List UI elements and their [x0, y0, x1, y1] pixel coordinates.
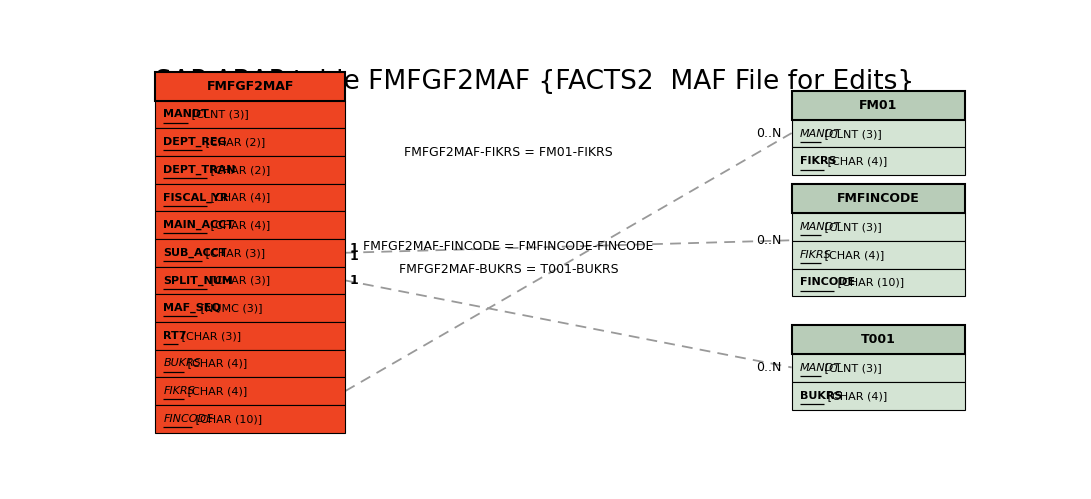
Text: DEPT_TRAN: DEPT_TRAN — [164, 165, 236, 175]
Text: FMFGF2MAF-FIKRS = FM01-FIKRS: FMFGF2MAF-FIKRS = FM01-FIKRS — [404, 146, 613, 159]
Text: FINCODE: FINCODE — [800, 277, 855, 287]
Text: [CLNT (3)]: [CLNT (3)] — [820, 363, 882, 373]
Text: DEPT_REG: DEPT_REG — [164, 137, 227, 147]
Text: 0..N: 0..N — [756, 127, 781, 140]
FancyBboxPatch shape — [792, 213, 964, 241]
Text: 0..N: 0..N — [756, 234, 781, 247]
Text: [CHAR (3)]: [CHAR (3)] — [178, 331, 241, 341]
FancyBboxPatch shape — [792, 382, 964, 410]
Text: FMFINCODE: FMFINCODE — [837, 192, 920, 205]
FancyBboxPatch shape — [155, 294, 345, 322]
Text: MANDT: MANDT — [800, 363, 841, 373]
FancyBboxPatch shape — [792, 184, 964, 213]
Text: T001: T001 — [861, 333, 896, 346]
Text: MAF_SEQ: MAF_SEQ — [164, 303, 221, 313]
FancyBboxPatch shape — [155, 72, 345, 101]
FancyBboxPatch shape — [792, 91, 964, 120]
Text: RT7: RT7 — [164, 331, 187, 341]
Text: [CHAR (4)]: [CHAR (4)] — [207, 193, 271, 203]
Text: [CHAR (3)]: [CHAR (3)] — [207, 275, 269, 285]
Text: [CHAR (2)]: [CHAR (2)] — [202, 137, 265, 147]
FancyBboxPatch shape — [155, 184, 345, 211]
Text: FINCODE: FINCODE — [164, 414, 214, 424]
Text: [CHAR (4)]: [CHAR (4)] — [824, 156, 887, 166]
Text: FIKRS: FIKRS — [800, 156, 837, 166]
Text: BUKRS: BUKRS — [164, 358, 202, 368]
FancyBboxPatch shape — [155, 101, 345, 128]
Text: FIKRS: FIKRS — [800, 250, 831, 259]
Text: FIKRS: FIKRS — [164, 386, 195, 396]
Text: [CHAR (4)]: [CHAR (4)] — [824, 391, 887, 401]
FancyBboxPatch shape — [792, 325, 964, 354]
FancyBboxPatch shape — [155, 322, 345, 350]
FancyBboxPatch shape — [155, 211, 345, 239]
Text: [CHAR (4)]: [CHAR (4)] — [820, 250, 884, 259]
FancyBboxPatch shape — [155, 156, 345, 184]
FancyBboxPatch shape — [155, 266, 345, 294]
Text: 1: 1 — [349, 274, 358, 287]
Text: [CHAR (4)]: [CHAR (4)] — [184, 358, 248, 368]
Text: MANDT: MANDT — [800, 222, 841, 232]
Text: FMFGF2MAF-BUKRS = T001-BUKRS: FMFGF2MAF-BUKRS = T001-BUKRS — [398, 263, 619, 276]
Text: BUKRS: BUKRS — [800, 391, 842, 401]
FancyBboxPatch shape — [155, 239, 345, 266]
Text: [CHAR (3)]: [CHAR (3)] — [202, 248, 265, 258]
FancyBboxPatch shape — [155, 350, 345, 377]
Text: [CHAR (4)]: [CHAR (4)] — [207, 220, 271, 230]
Text: FM01: FM01 — [859, 99, 898, 112]
FancyBboxPatch shape — [792, 354, 964, 382]
Text: [CHAR (10)]: [CHAR (10)] — [192, 414, 263, 424]
Text: [NUMC (3)]: [NUMC (3)] — [197, 303, 263, 313]
Text: [CLNT (3)]: [CLNT (3)] — [820, 129, 882, 139]
Text: FISCAL_YR: FISCAL_YR — [164, 192, 229, 203]
Text: 1: 1 — [349, 250, 358, 263]
Text: [CHAR (10)]: [CHAR (10)] — [834, 277, 904, 287]
FancyBboxPatch shape — [792, 120, 964, 148]
Text: [CLNT (3)]: [CLNT (3)] — [820, 222, 882, 232]
Text: [CLNT (3)]: [CLNT (3)] — [188, 109, 249, 119]
Text: [CHAR (2)]: [CHAR (2)] — [207, 165, 271, 175]
Text: SUB_ACCT: SUB_ACCT — [164, 248, 227, 258]
Text: MAIN_ACCT: MAIN_ACCT — [164, 220, 235, 230]
FancyBboxPatch shape — [155, 128, 345, 156]
Text: MANDT: MANDT — [800, 129, 841, 139]
Text: SAP ABAP table FMFGF2MAF {FACTS2  MAF File for Edits}: SAP ABAP table FMFGF2MAF {FACTS2 MAF Fil… — [155, 69, 914, 95]
Text: 1: 1 — [349, 243, 358, 255]
Text: SPLIT_NUM: SPLIT_NUM — [164, 275, 233, 285]
FancyBboxPatch shape — [155, 405, 345, 433]
Text: [CHAR (4)]: [CHAR (4)] — [184, 386, 248, 396]
Text: 0..N: 0..N — [756, 361, 781, 374]
FancyBboxPatch shape — [155, 377, 345, 405]
FancyBboxPatch shape — [792, 241, 964, 268]
FancyBboxPatch shape — [792, 148, 964, 175]
FancyBboxPatch shape — [792, 268, 964, 296]
Text: FMFGF2MAF: FMFGF2MAF — [206, 80, 293, 93]
Text: FMFGF2MAF-FINCODE = FMFINCODE-FINCODE: FMFGF2MAF-FINCODE = FMFINCODE-FINCODE — [363, 240, 654, 252]
Text: MANDT: MANDT — [164, 109, 209, 119]
